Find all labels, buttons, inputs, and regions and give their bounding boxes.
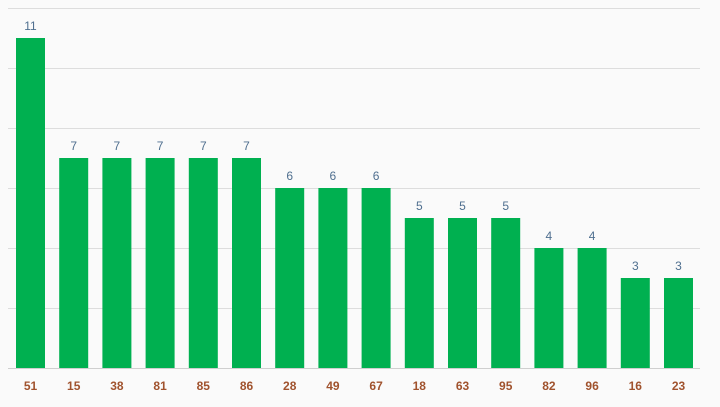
x-tick-label-16: 16 — [629, 379, 643, 393]
bar-95 — [491, 218, 521, 368]
data-label-82: 4 — [546, 229, 553, 243]
x-tick-label-95: 95 — [499, 379, 513, 393]
x-tick-label-15: 15 — [67, 379, 81, 393]
bar-28 — [275, 188, 305, 368]
x-tick-label-86: 86 — [240, 379, 254, 393]
bar-15 — [59, 158, 89, 368]
x-tick-label-38: 38 — [110, 379, 124, 393]
data-label-63: 5 — [459, 199, 466, 213]
bar-18 — [404, 218, 434, 368]
bar-96 — [577, 248, 607, 368]
bar-23 — [664, 278, 693, 368]
data-label-85: 7 — [200, 139, 207, 153]
data-label-86: 7 — [243, 139, 250, 153]
data-label-23: 3 — [675, 259, 682, 273]
x-tick-label-67: 67 — [369, 379, 383, 393]
data-label-51: 11 — [24, 19, 37, 33]
bar-81 — [145, 158, 175, 368]
x-tick-label-85: 85 — [197, 379, 211, 393]
data-label-15: 7 — [70, 139, 77, 153]
bar-16 — [620, 278, 650, 368]
x-tick-label-28: 28 — [283, 379, 297, 393]
data-label-67: 6 — [373, 169, 380, 183]
data-label-49: 6 — [330, 169, 337, 183]
x-tick-label-49: 49 — [326, 379, 340, 393]
x-tick-label-18: 18 — [413, 379, 427, 393]
x-tick-label-81: 81 — [153, 379, 167, 393]
data-label-96: 4 — [589, 229, 596, 243]
data-label-81: 7 — [157, 139, 164, 153]
bar-38 — [102, 158, 132, 368]
bar-86 — [232, 158, 261, 368]
bar-67 — [361, 188, 391, 368]
x-tick-label-51: 51 — [24, 379, 38, 393]
bar-85 — [188, 158, 218, 368]
data-label-28: 6 — [286, 169, 293, 183]
bar-49 — [318, 188, 348, 368]
data-label-18: 5 — [416, 199, 423, 213]
bar-82 — [534, 248, 564, 368]
x-tick-label-82: 82 — [542, 379, 556, 393]
x-tick-label-23: 23 — [672, 379, 686, 393]
bar-63 — [448, 218, 477, 368]
bar-51 — [16, 38, 45, 368]
data-label-38: 7 — [114, 139, 121, 153]
data-label-95: 5 — [502, 199, 509, 213]
x-tick-label-63: 63 — [456, 379, 470, 393]
data-label-16: 3 — [632, 259, 639, 273]
x-tick-label-96: 96 — [585, 379, 599, 393]
